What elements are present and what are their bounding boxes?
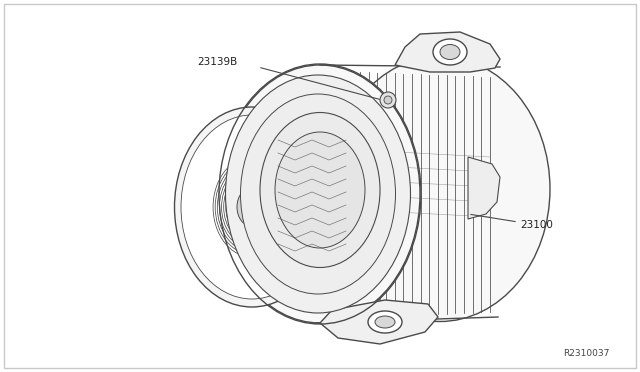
Ellipse shape (237, 187, 267, 227)
Ellipse shape (440, 45, 460, 60)
Ellipse shape (260, 112, 380, 267)
Polygon shape (395, 32, 500, 72)
Ellipse shape (330, 57, 550, 321)
Polygon shape (468, 157, 500, 219)
Circle shape (380, 92, 396, 108)
Ellipse shape (275, 132, 365, 248)
Ellipse shape (225, 75, 410, 313)
Circle shape (384, 96, 392, 104)
Text: 23100: 23100 (520, 220, 553, 230)
Ellipse shape (246, 199, 258, 215)
Text: 23139B: 23139B (197, 57, 237, 67)
Ellipse shape (181, 115, 323, 299)
Ellipse shape (368, 311, 402, 333)
Ellipse shape (375, 316, 395, 328)
Ellipse shape (220, 65, 420, 323)
Ellipse shape (175, 107, 330, 307)
Ellipse shape (227, 174, 277, 240)
Text: R2310037: R2310037 (564, 350, 610, 359)
Ellipse shape (433, 39, 467, 65)
Polygon shape (320, 300, 438, 344)
Ellipse shape (241, 94, 396, 294)
